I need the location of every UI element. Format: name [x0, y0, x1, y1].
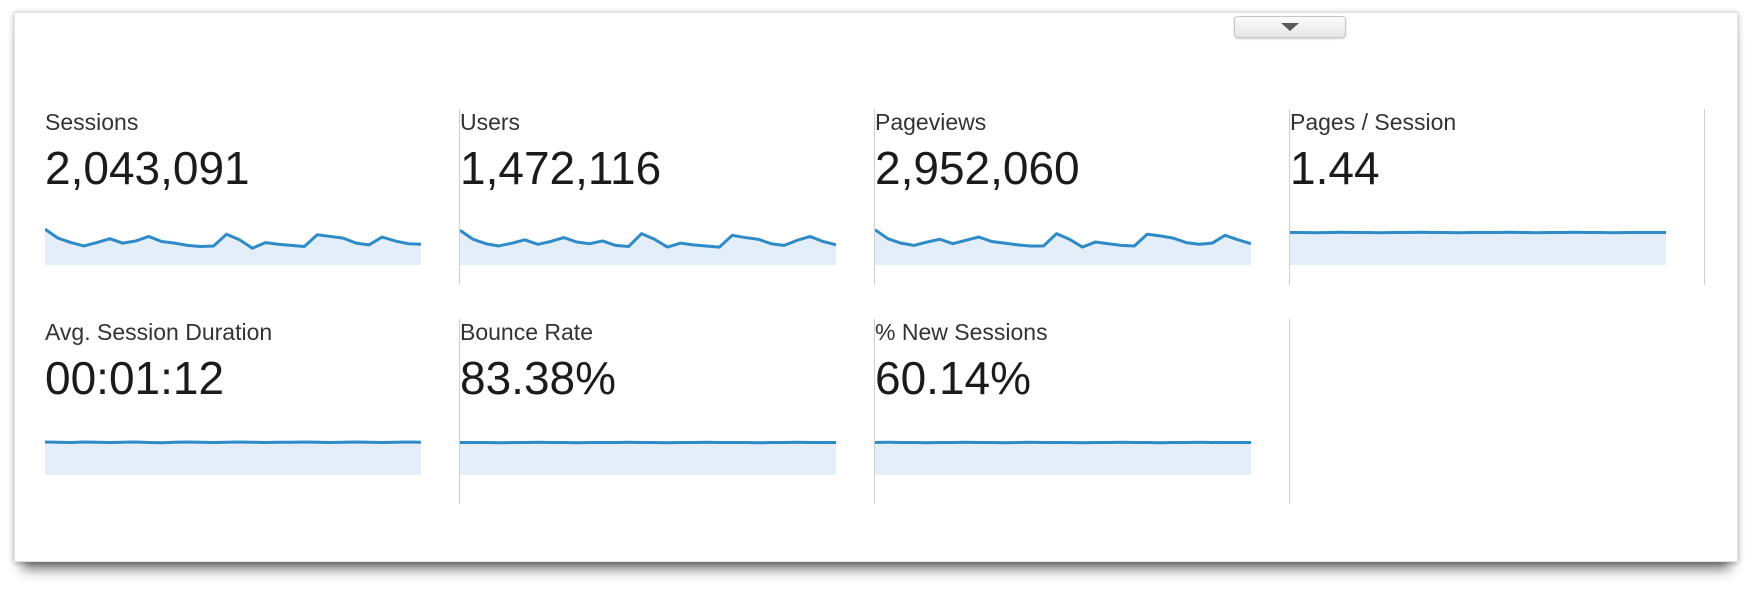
sessions-sparkline	[45, 205, 421, 265]
metric-value: 1.44	[1290, 142, 1380, 194]
metric-label: Bounce Rate	[460, 319, 593, 345]
metric-card-pages-per-session[interactable]: Pages / Session 1.44	[1290, 109, 1705, 285]
metric-label: % New Sessions	[875, 319, 1048, 345]
metric-label: Pageviews	[875, 109, 987, 135]
avg-session-duration-sparkline	[45, 415, 421, 475]
pageviews-sparkline	[875, 205, 1251, 265]
metric-card-sessions[interactable]: Sessions 2,043,091	[45, 109, 460, 285]
metric-value: 1,472,116	[460, 142, 662, 194]
users-sparkline	[460, 205, 836, 265]
metric-card-users[interactable]: Users 1,472,116	[460, 109, 875, 285]
metrics-row-1: Sessions 2,043,091 Users 1,472,116 Pagev…	[45, 109, 1705, 285]
pages-per-session-sparkline	[1290, 205, 1666, 265]
chevron-down-icon	[1281, 23, 1299, 31]
metric-value: 60.14%	[875, 352, 1032, 404]
metric-value: 2,952,060	[875, 142, 1080, 194]
metric-value: 00:01:12	[45, 352, 225, 404]
metric-label: Avg. Session Duration	[45, 319, 273, 345]
new-sessions-sparkline	[875, 415, 1251, 475]
collapse-panel-button[interactable]	[1234, 16, 1346, 38]
empty-metric-slot	[1290, 319, 1705, 504]
metric-label: Users	[460, 109, 521, 135]
metric-card-pageviews[interactable]: Pageviews 2,952,060	[875, 109, 1290, 285]
metrics-row-2: Avg. Session Duration 00:01:12 Bounce Ra…	[45, 319, 1705, 504]
metric-card-avg-session-duration[interactable]: Avg. Session Duration 00:01:12	[45, 319, 460, 504]
metric-label: Sessions	[45, 109, 139, 135]
metric-card-new-sessions[interactable]: % New Sessions 60.14%	[875, 319, 1290, 504]
overview-metrics-panel: Sessions 2,043,091 Users 1,472,116 Pagev…	[14, 12, 1738, 562]
metric-value: 2,043,091	[45, 142, 250, 194]
metric-label: Pages / Session	[1290, 109, 1457, 135]
bounce-rate-sparkline	[460, 415, 836, 475]
metric-value: 83.38%	[460, 352, 617, 404]
metric-card-bounce-rate[interactable]: Bounce Rate 83.38%	[460, 319, 875, 504]
